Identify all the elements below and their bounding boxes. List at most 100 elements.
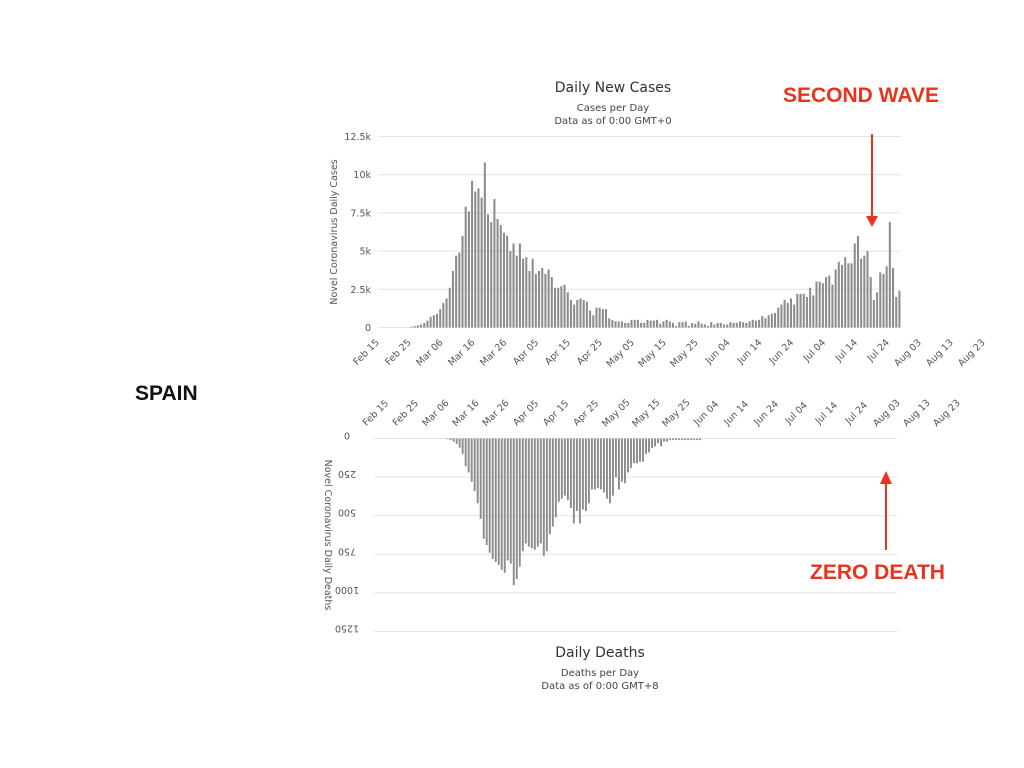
cases-bar [697,321,700,328]
cases-x-tick-label: Mar 16 [446,337,477,368]
cases-bar [758,319,761,328]
deaths-y-tick-label: 1000 [335,584,359,595]
cases-bar [636,319,639,328]
cases-y-axis-label: Novel Coronavirus Daily Cases [329,159,340,304]
cases-bar [777,307,780,328]
deaths-bar [587,438,590,504]
cases-bar [589,310,592,328]
cases-bar [678,322,681,328]
cases-bar [831,284,834,328]
deaths-bar [666,438,669,442]
deaths-bar [599,438,602,490]
deaths-bar [602,438,605,493]
deaths-bar [615,438,617,478]
deaths-bar [572,438,575,524]
deaths-y-tick-label: 750 [338,545,356,556]
cases-bar [461,235,464,328]
deaths-bar [512,438,515,586]
cases-bar [630,319,633,328]
cases-bar [716,322,719,328]
cases-bar [828,275,831,328]
cases-bar [633,319,636,328]
cases-bar [671,322,675,328]
cases-bar [783,299,786,328]
cases-y-tick-label: 2.5k [350,285,371,296]
cases-bar [413,325,416,328]
cases-bar [553,287,557,328]
deaths-x-tick-label: Jun 14 [721,399,751,429]
second-wave-callout: SECOND WAVE [783,84,939,107]
deaths-bar [509,438,512,564]
deaths-x-tick-label: Jul 04 [783,400,810,427]
deaths-bar [687,438,690,441]
cases-bar [416,325,419,328]
cases-bar [579,298,582,328]
cases-bar [809,287,812,328]
deaths-bar [494,438,497,563]
deaths-bar [485,438,488,546]
deaths-bar [642,438,644,462]
cases-bar [751,319,754,328]
cases-x-tick-label: Jul 14 [833,337,860,364]
cases-bar [770,313,773,328]
cases-bar [439,309,442,328]
cases-bar [541,267,544,328]
cases-bar [761,316,764,328]
deaths-bar [636,438,638,464]
deaths-bar [452,438,455,442]
cases-bar [844,257,847,328]
cases-bar [410,326,413,328]
deaths-bar [470,438,473,482]
cases-bar [649,320,652,328]
deaths-bar [575,438,578,512]
deaths-y-tick-label: 0 [344,430,350,441]
cases-bar [471,180,474,328]
cases-bar [435,313,439,328]
cases-bar [499,225,502,328]
deaths-bar [548,438,551,535]
cases-bar [538,270,541,328]
deaths-x-tick-label: Apr 15 [541,398,571,428]
cases-bar [652,320,655,328]
deaths-bar [545,438,548,552]
deaths-bar [506,438,509,561]
deaths-bar [696,438,699,441]
cases-x-tick-label: Jun 24 [767,337,797,367]
deaths-x-tick-label: Feb 25 [391,398,421,428]
deaths-x-tick-label: Apr 25 [571,398,601,428]
deaths-bar [596,438,599,488]
cases-bar [451,270,454,328]
deaths-bar [557,438,560,502]
deaths-y-tick-label: 1250 [335,623,359,634]
cases-bar [643,322,646,328]
cases-bar [662,321,665,328]
cases-x-tick-label: May 15 [636,337,668,369]
deaths-bar [464,438,467,467]
cases-bar [458,252,461,328]
deaths-bar [675,438,678,441]
cases-bar [892,267,895,328]
cases-bar [423,322,426,328]
cases-bar [627,322,630,328]
cases-x-tick-label: Feb 25 [383,337,413,367]
cases-bar [518,243,521,328]
cases-y-tick-label: 12.5k [344,132,371,143]
deaths-bar [645,438,647,454]
cases-x-tick-label: Jul 04 [801,337,828,364]
cases-bar [569,299,572,328]
deaths-bar [455,438,458,444]
cases-bar [557,287,560,328]
cases-bar [617,321,620,328]
cases-bar [866,251,869,328]
cases-x-tick-label: May 05 [604,337,636,369]
cases-x-tick-label: Apr 25 [575,337,605,367]
cases-bar [512,243,515,328]
cases-bar [815,281,818,328]
deaths-bar [684,438,687,441]
cases-bar [506,235,509,328]
cases-bar [863,255,866,328]
cases-bar [850,263,853,328]
cases-bar [837,261,840,328]
cases-bar [515,255,518,328]
